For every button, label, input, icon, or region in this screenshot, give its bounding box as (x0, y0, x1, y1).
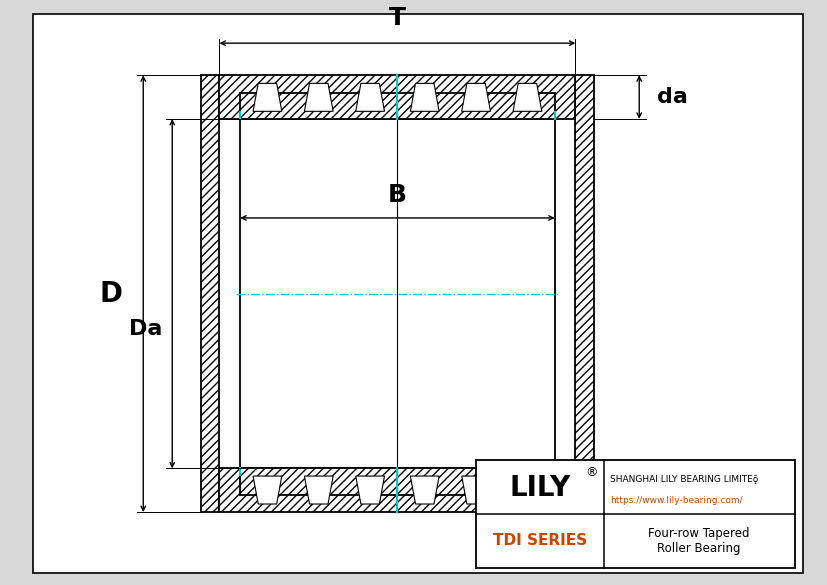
Bar (397, 92, 554, 119)
Bar (397, 469, 554, 495)
Bar (219, 75, 575, 119)
Text: LILY: LILY (509, 474, 570, 502)
Polygon shape (356, 476, 384, 504)
Bar (240, 119, 554, 469)
Polygon shape (461, 476, 490, 504)
Bar (397, 469, 554, 495)
Polygon shape (304, 476, 332, 504)
Text: D: D (99, 280, 122, 308)
Text: Four-row Tapered
Roller Bearing: Four-row Tapered Roller Bearing (648, 526, 749, 555)
Bar (476, 460, 794, 567)
Bar (240, 92, 397, 119)
Bar (219, 469, 575, 512)
Bar (201, 75, 219, 512)
Polygon shape (461, 84, 490, 111)
Text: https://www.lily-bearing.com/: https://www.lily-bearing.com/ (609, 496, 742, 505)
Text: TDI SERIES: TDI SERIES (492, 533, 586, 548)
Bar (219, 469, 575, 512)
Text: T: T (389, 6, 405, 30)
Bar (240, 469, 397, 495)
Polygon shape (304, 84, 332, 111)
Text: SHANGHAI LILY BEARING LIMITEǭ: SHANGHAI LILY BEARING LIMITEǭ (609, 474, 758, 484)
Polygon shape (513, 84, 541, 111)
Polygon shape (513, 476, 541, 504)
Bar (219, 75, 575, 119)
Polygon shape (253, 476, 281, 504)
Polygon shape (410, 84, 438, 111)
Bar (240, 469, 397, 495)
Polygon shape (253, 84, 281, 111)
Text: ®: ® (584, 466, 597, 479)
Bar (575, 75, 593, 512)
Bar (575, 75, 593, 512)
Text: B: B (388, 184, 406, 208)
Text: d: d (657, 479, 675, 503)
Text: da: da (657, 87, 687, 107)
Polygon shape (356, 84, 384, 111)
Bar (397, 92, 554, 119)
Bar (201, 75, 219, 512)
Text: Da: Da (129, 319, 162, 339)
Polygon shape (410, 476, 438, 504)
Bar (240, 92, 397, 119)
